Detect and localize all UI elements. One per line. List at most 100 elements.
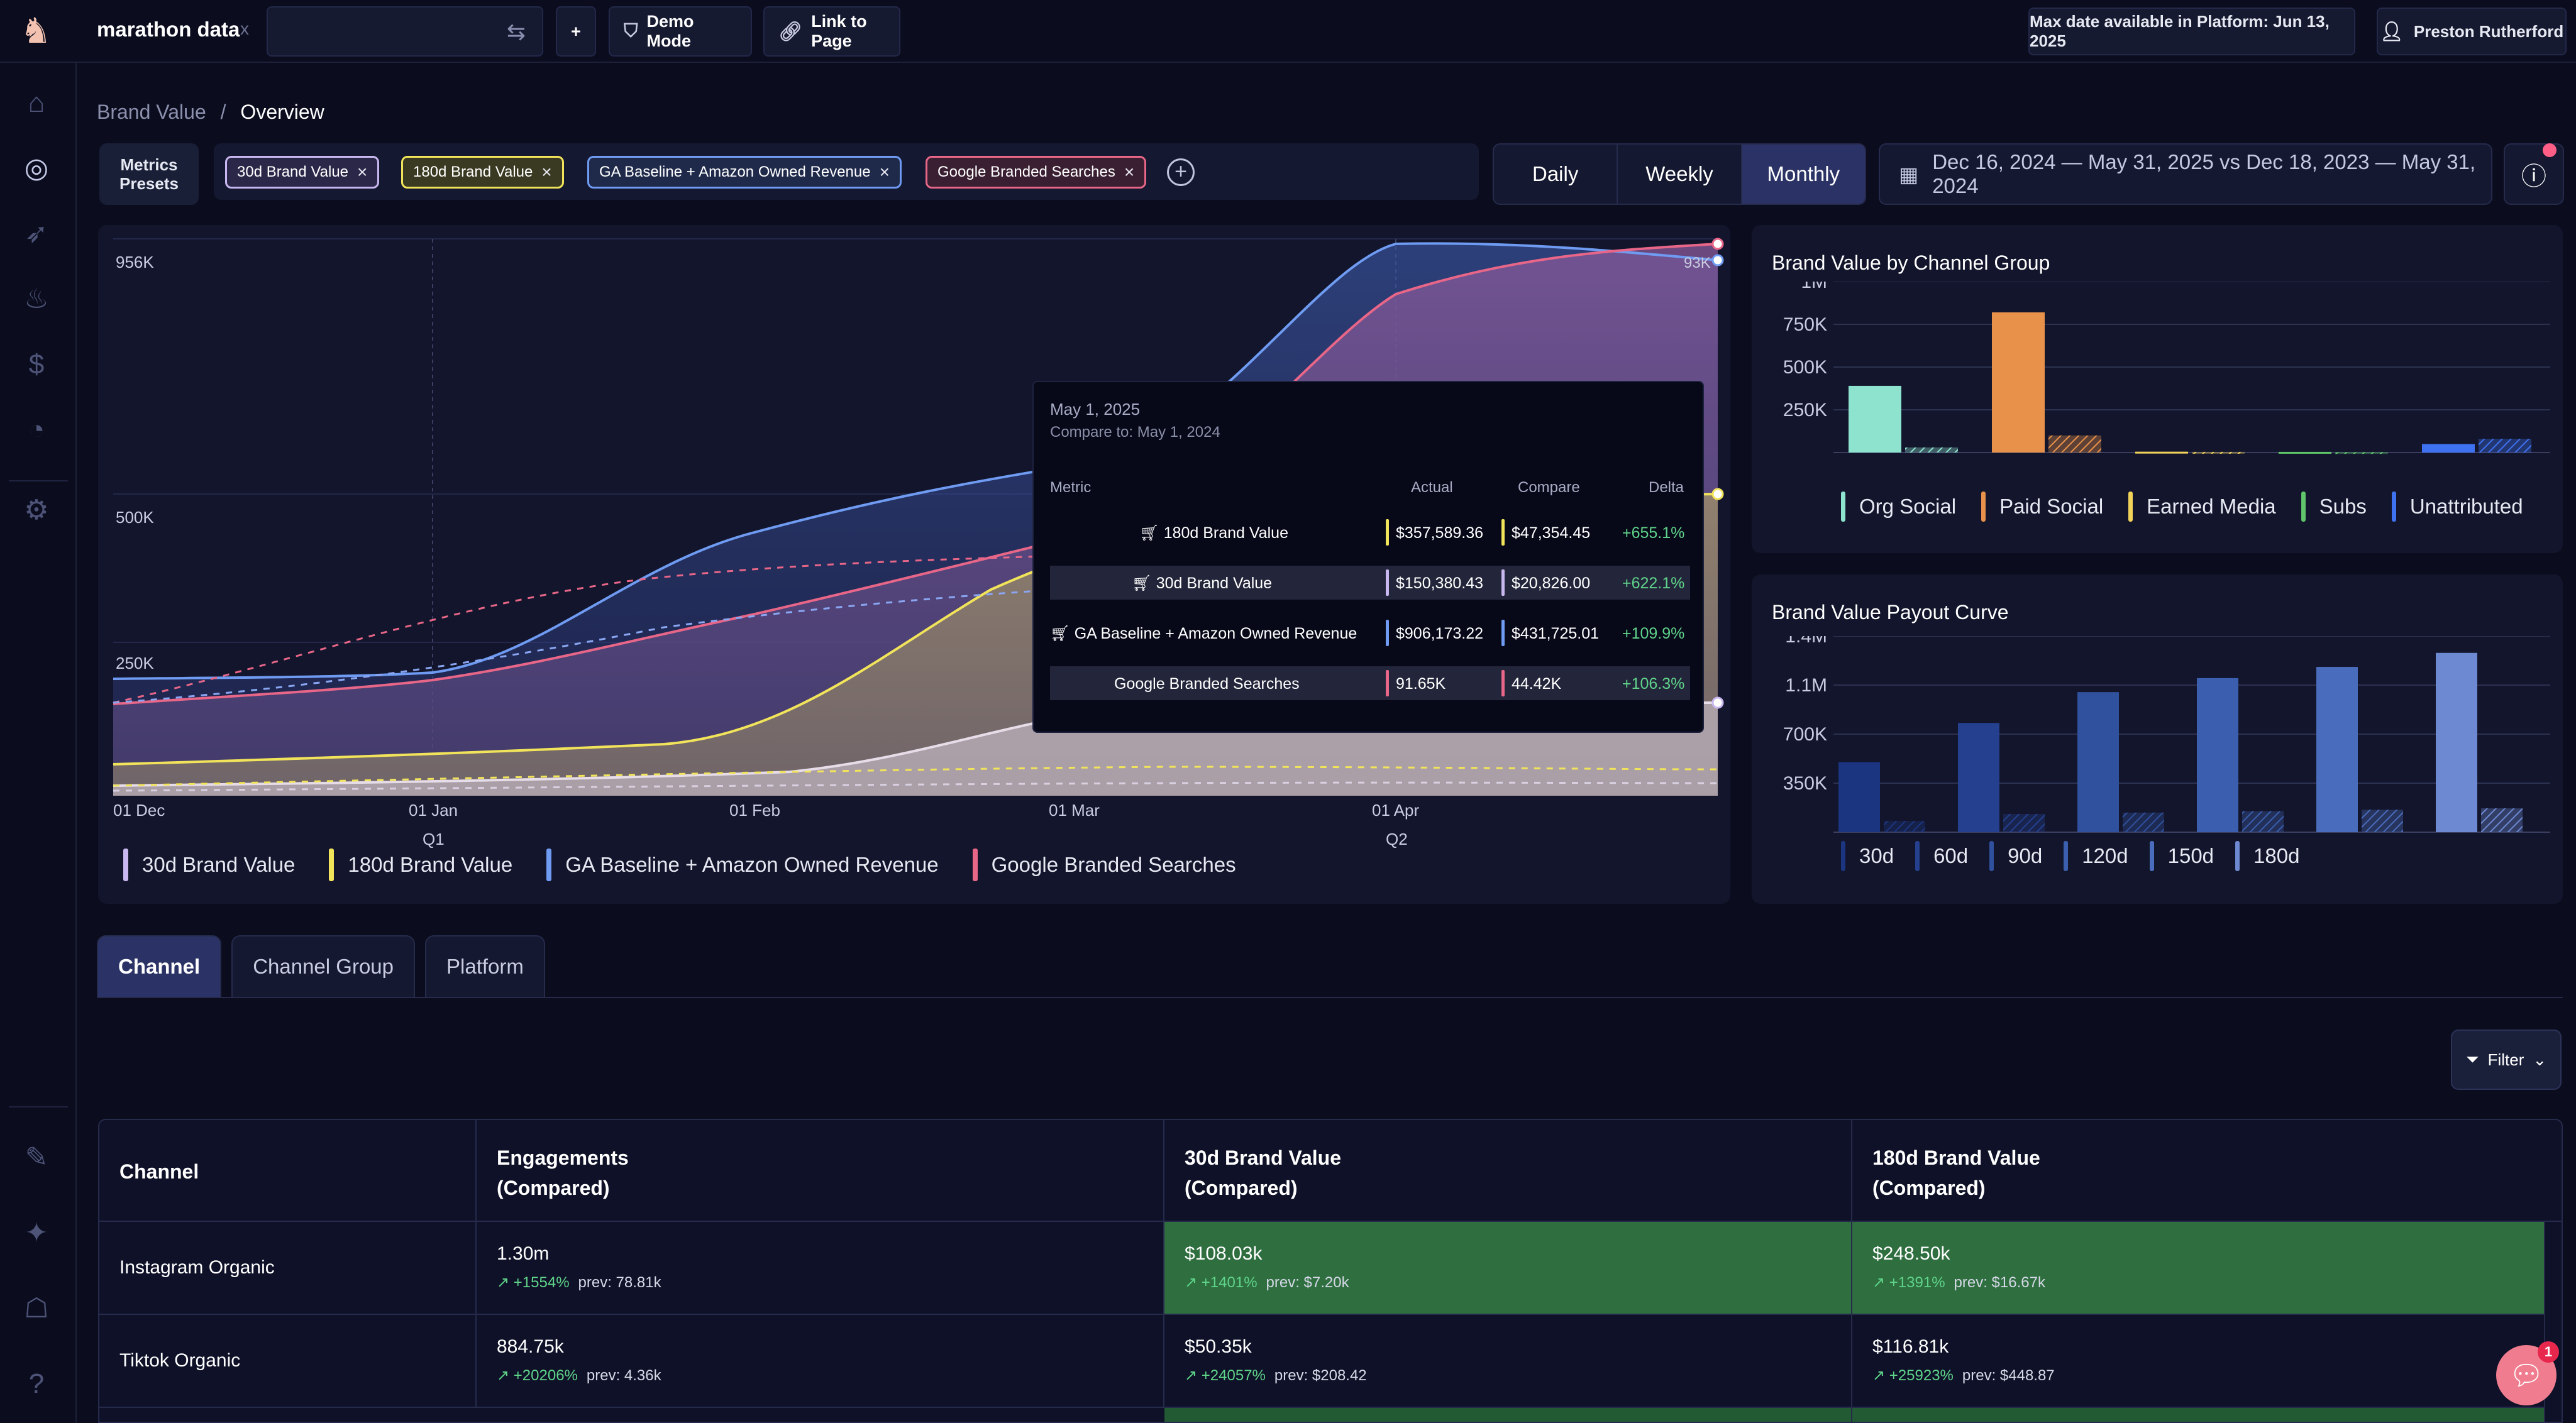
gauge-icon[interactable]: ◔ [28, 414, 45, 445]
demo-mode-button[interactable]: ⛉ Demo Mode [609, 6, 752, 57]
dollar-icon[interactable]: $ [28, 349, 45, 380]
chevron-down-icon: ⌄ [2533, 1050, 2547, 1069]
x-tick: 01 Feb [729, 801, 780, 820]
series-ga-line [113, 242, 1718, 680]
legend-swatch [1915, 841, 1920, 871]
workspace-select[interactable]: ⇆ [267, 6, 543, 57]
user-menu[interactable]: 👤︎ Preston Rutherford [2377, 8, 2567, 55]
legend-item[interactable]: 30d [1841, 841, 1894, 871]
close-icon[interactable]: × [541, 162, 552, 182]
flame-icon[interactable]: ♨ [24, 283, 49, 314]
column-header-channel[interactable]: Channel [99, 1120, 477, 1222]
bar-earned-media [2192, 451, 2245, 454]
bar-90d [2123, 812, 2164, 832]
date-range-picker[interactable]: ▦ Dec 16, 2024 — May 31, 2025 vs Dec 18,… [1879, 143, 2492, 205]
legend-swatch [2391, 492, 2396, 522]
gear-icon[interactable]: ⚙ [24, 495, 49, 525]
close-icon[interactable]: × [879, 162, 890, 182]
tooltip-delta: +109.9% [1622, 625, 1685, 642]
add-metric-icon[interactable]: + [1167, 158, 1195, 186]
legend-item[interactable]: Unattributed [2391, 492, 2523, 522]
y-tick: 956K [116, 253, 154, 272]
metric-chip[interactable]: Google Branded Searches × [926, 156, 1147, 189]
legend-item[interactable]: 180d [2235, 841, 2299, 871]
workspace-close-icon[interactable]: x [240, 19, 249, 38]
legend-swatch [2235, 841, 2240, 871]
channel-group-chart-svg[interactable]: 1M 750K 500K 250K [1752, 282, 2563, 470]
series-google-line [113, 243, 1718, 705]
compass-icon[interactable]: ◎ [24, 153, 49, 184]
legend-item[interactable]: Google Branded Searches [972, 849, 1236, 881]
payout-curve-chart-svg[interactable]: 1.4M 1.1M 700K 350K [1752, 636, 2563, 837]
legend-item[interactable]: Paid Social [1981, 492, 2103, 522]
x-tick: 01 Dec [113, 801, 165, 820]
legend-item[interactable]: GA Baseline + Amazon Owned Revenue [546, 849, 939, 881]
column-header-30d-brand-value[interactable]: 30d Brand Value (Compared) [1164, 1120, 1852, 1222]
metric-chip[interactable]: 180d Brand Value × [401, 156, 564, 189]
legend-item[interactable]: Org Social [1841, 492, 1956, 522]
sparkle-icon[interactable]: ✦ [25, 1217, 48, 1248]
ruler-icon[interactable]: ✎ [25, 1142, 48, 1173]
breadcrumb-parent[interactable]: Brand Value [97, 101, 206, 123]
tooltip-color-bar [1501, 670, 1505, 696]
granularity-monthly[interactable]: Monthly [1742, 145, 1865, 204]
presets-label-1: Metrics [120, 155, 178, 174]
metrics-presets-button[interactable]: Metrics Presets [99, 143, 199, 205]
legend-item[interactable]: Subs [2301, 492, 2367, 522]
tab-platform[interactable]: Platform [425, 935, 545, 997]
legend-item[interactable]: 60d [1915, 841, 1968, 871]
robot-icon[interactable]: ☖ [24, 1293, 49, 1324]
bar-earned-media [2135, 451, 2188, 454]
rocket-icon[interactable]: ➶ [25, 218, 48, 249]
link-to-page-button[interactable]: 🔗︎ Link to Page [763, 6, 900, 57]
legend-item[interactable]: Earned Media [2128, 492, 2276, 522]
bar-paid-social [2048, 435, 2101, 453]
metric-chip-label: Google Branded Searches [937, 163, 1115, 180]
legend-item[interactable]: 150d [2149, 841, 2214, 871]
info-button[interactable]: ⓘ [2504, 143, 2564, 205]
table-row[interactable]: Instagram Organic [99, 1222, 477, 1315]
sidebar-divider [9, 480, 68, 481]
llama-logo-icon[interactable]: ♞ [19, 11, 52, 50]
close-icon[interactable]: × [1124, 162, 1135, 182]
tooltip-row: Google Branded Searches 91.65K 44.42K +1… [1050, 666, 1690, 700]
tooltip-actual: $906,173.22 [1396, 625, 1484, 642]
granularity-toggle: Daily Weekly Monthly [1493, 143, 1866, 205]
chat-button[interactable]: 💬︎ 1 [2496, 1341, 2559, 1405]
tab-channel-group[interactable]: Channel Group [231, 935, 416, 997]
tooltip-header-delta: Delta [1649, 479, 1684, 496]
filter-label: Filter [2487, 1050, 2524, 1069]
legend-label: 90d [2008, 844, 2043, 867]
column-header-engagements[interactable]: Engagements (Compared) [477, 1120, 1164, 1222]
tab-channel[interactable]: Channel [97, 935, 222, 997]
bar-unattributed [2422, 444, 2475, 453]
quarter-label: Q1 [423, 830, 445, 849]
table-cell: $116.81k ↗ +25923% prev: $448.87 [1852, 1315, 2545, 1408]
y-tick: 500K [1783, 357, 1827, 378]
legend-swatch [546, 849, 552, 881]
bar-org-social [1849, 385, 1901, 453]
swap-icon[interactable]: ⇆ [506, 19, 526, 45]
tooltip-metric: 🛒︎ GA Baseline + Amazon Owned Revenue [1050, 625, 1357, 642]
new-button[interactable]: + [556, 6, 596, 57]
legend-item[interactable]: 180d Brand Value [329, 849, 512, 881]
help-icon[interactable]: ? [28, 1368, 45, 1399]
metric-chip[interactable]: GA Baseline + Amazon Owned Revenue × [587, 156, 902, 189]
column-header-180d-brand-value[interactable]: 180d Brand Value (Compared) [1852, 1120, 2562, 1222]
close-icon[interactable]: × [357, 162, 368, 182]
right-label: 93K [1684, 255, 1711, 272]
legend-item[interactable]: 90d [1989, 841, 2042, 871]
chart-tooltip: May 1, 2025 Compare to: May 1, 2024 Metr… [1032, 381, 1704, 733]
tooltip-compare: 44.42K [1512, 675, 1562, 693]
legend-item[interactable]: 120d [2064, 841, 2128, 871]
table-cell [1852, 1408, 2545, 1422]
metric-chip[interactable]: 30d Brand Value × [225, 156, 380, 189]
table-row[interactable]: Tiktok Organic [99, 1315, 477, 1408]
filter-button[interactable]: ⏷ Filter ⌄ [2451, 1030, 2562, 1090]
legend-item[interactable]: 30d Brand Value [123, 849, 295, 881]
tooltip-header-compare: Compare [1518, 479, 1580, 496]
bar-60d [2003, 814, 2045, 832]
granularity-weekly[interactable]: Weekly [1618, 145, 1742, 204]
home-icon[interactable]: ⌂ [28, 87, 45, 118]
granularity-daily[interactable]: Daily [1494, 145, 1618, 204]
